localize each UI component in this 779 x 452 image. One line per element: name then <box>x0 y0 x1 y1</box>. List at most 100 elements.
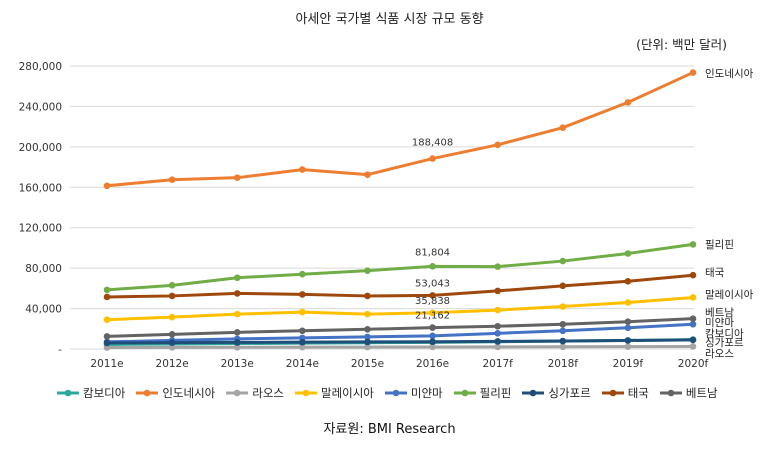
series-end-label: 말레이시아 <box>705 289 754 301</box>
data-point <box>494 322 501 330</box>
series-line <box>106 242 694 292</box>
data-point <box>559 320 567 328</box>
data-point <box>233 339 241 346</box>
data-point <box>624 250 632 257</box>
data-point <box>559 257 567 265</box>
legend-label: 인도네시아 <box>162 386 216 400</box>
legend-item: 필리핀 <box>453 385 512 401</box>
data-point <box>103 316 111 323</box>
series-end-label: 라오스 <box>705 348 734 360</box>
data-point <box>103 344 111 351</box>
series-end-label: 미얀마 <box>705 316 734 329</box>
data-point <box>233 310 241 318</box>
legend-swatch <box>453 389 476 397</box>
data-point <box>103 286 111 294</box>
data-label: 188,408 <box>412 138 453 149</box>
legend-swatch <box>136 389 159 397</box>
legend-label: 필리핀 <box>479 386 512 400</box>
data-point <box>299 343 306 351</box>
data-point <box>233 343 241 351</box>
data-point <box>364 310 371 318</box>
x-tick-label: 2011e <box>90 358 123 370</box>
data-point <box>624 299 632 306</box>
data-point <box>559 343 567 351</box>
series-line <box>106 71 694 188</box>
data-point <box>494 338 501 345</box>
data-label: 81,804 <box>415 247 450 258</box>
legend-marker <box>392 389 400 397</box>
data-point <box>233 329 241 336</box>
legend-label: 캄보디아 <box>83 386 126 400</box>
chart-title: 아세안 국가별 식품 시장 규모 동향 <box>295 12 484 27</box>
legend-item: 미얀마 <box>384 385 443 401</box>
series-end-label: 베트남 <box>705 307 734 319</box>
chart-legend: 캄보디아 인도네시아 라오스 말레이시아 미얀마 필리핀 싱가포르 태국 베트남 <box>56 385 718 401</box>
data-point <box>429 263 436 270</box>
legend-swatch <box>226 389 249 397</box>
x-tick-label: 2019f <box>613 358 644 370</box>
data-point <box>168 282 176 289</box>
x-tick-label: 2020f <box>678 358 709 370</box>
data-point <box>494 306 501 314</box>
data-point <box>429 309 436 317</box>
series-line <box>106 338 694 345</box>
series-end-label: 필리핀 <box>705 239 734 251</box>
data-point <box>364 171 371 178</box>
data-point <box>689 241 697 248</box>
y-tick-label: - <box>58 344 62 356</box>
y-tick-label: 80,000 <box>25 263 62 275</box>
data-point <box>559 327 567 335</box>
legend-item: 인도네시아 <box>135 385 215 401</box>
data-point <box>494 343 501 351</box>
x-tick-label: 2017f <box>482 358 513 370</box>
data-point <box>689 343 697 350</box>
data-point <box>103 333 111 340</box>
data-point <box>494 141 501 149</box>
legend-swatch <box>294 389 317 397</box>
data-point <box>299 327 306 335</box>
legend-item: 태국 <box>601 385 649 401</box>
source-note: 자료원: BMI Research <box>323 422 456 437</box>
data-point <box>689 271 697 279</box>
legend-swatch <box>384 389 407 397</box>
x-tick-label: 2015e <box>351 358 384 370</box>
data-point <box>168 344 176 351</box>
data-point <box>559 337 567 345</box>
y-tick-label: 200,000 <box>19 142 62 154</box>
data-point <box>429 155 436 162</box>
data-point <box>689 69 697 76</box>
legend-marker <box>530 389 537 397</box>
data-point <box>689 315 697 322</box>
series-line <box>106 273 694 299</box>
data-point <box>364 267 371 274</box>
series-end-label: 캄보디아 <box>705 328 744 340</box>
x-tick-label: 2018f <box>548 358 579 370</box>
data-point <box>624 337 632 344</box>
data-point <box>168 339 176 346</box>
data-point <box>168 331 176 338</box>
data-point <box>168 313 176 321</box>
series-line <box>106 344 694 349</box>
unit-label: (단위: 백만 달러) <box>636 37 727 52</box>
legend-swatch <box>522 389 545 397</box>
data-point <box>624 318 632 326</box>
data-point <box>103 293 111 301</box>
legend-item: 싱가포르 <box>521 385 591 401</box>
data-label: 53,043 <box>415 278 450 289</box>
data-point <box>624 277 632 285</box>
legend-marker <box>609 389 617 397</box>
data-point <box>429 338 436 346</box>
data-point <box>429 292 436 299</box>
data-point <box>689 320 697 328</box>
y-tick-label: 280,000 <box>19 61 62 73</box>
data-label: 35,838 <box>415 296 450 307</box>
data-point <box>364 343 371 351</box>
data-point <box>233 274 241 282</box>
data-point <box>364 292 371 300</box>
data-point <box>168 176 176 184</box>
legend-item: 베트남 <box>659 385 718 401</box>
y-tick-label: 160,000 <box>19 182 62 194</box>
data-point <box>429 324 436 331</box>
data-point <box>364 333 371 341</box>
legend-marker <box>64 389 72 397</box>
